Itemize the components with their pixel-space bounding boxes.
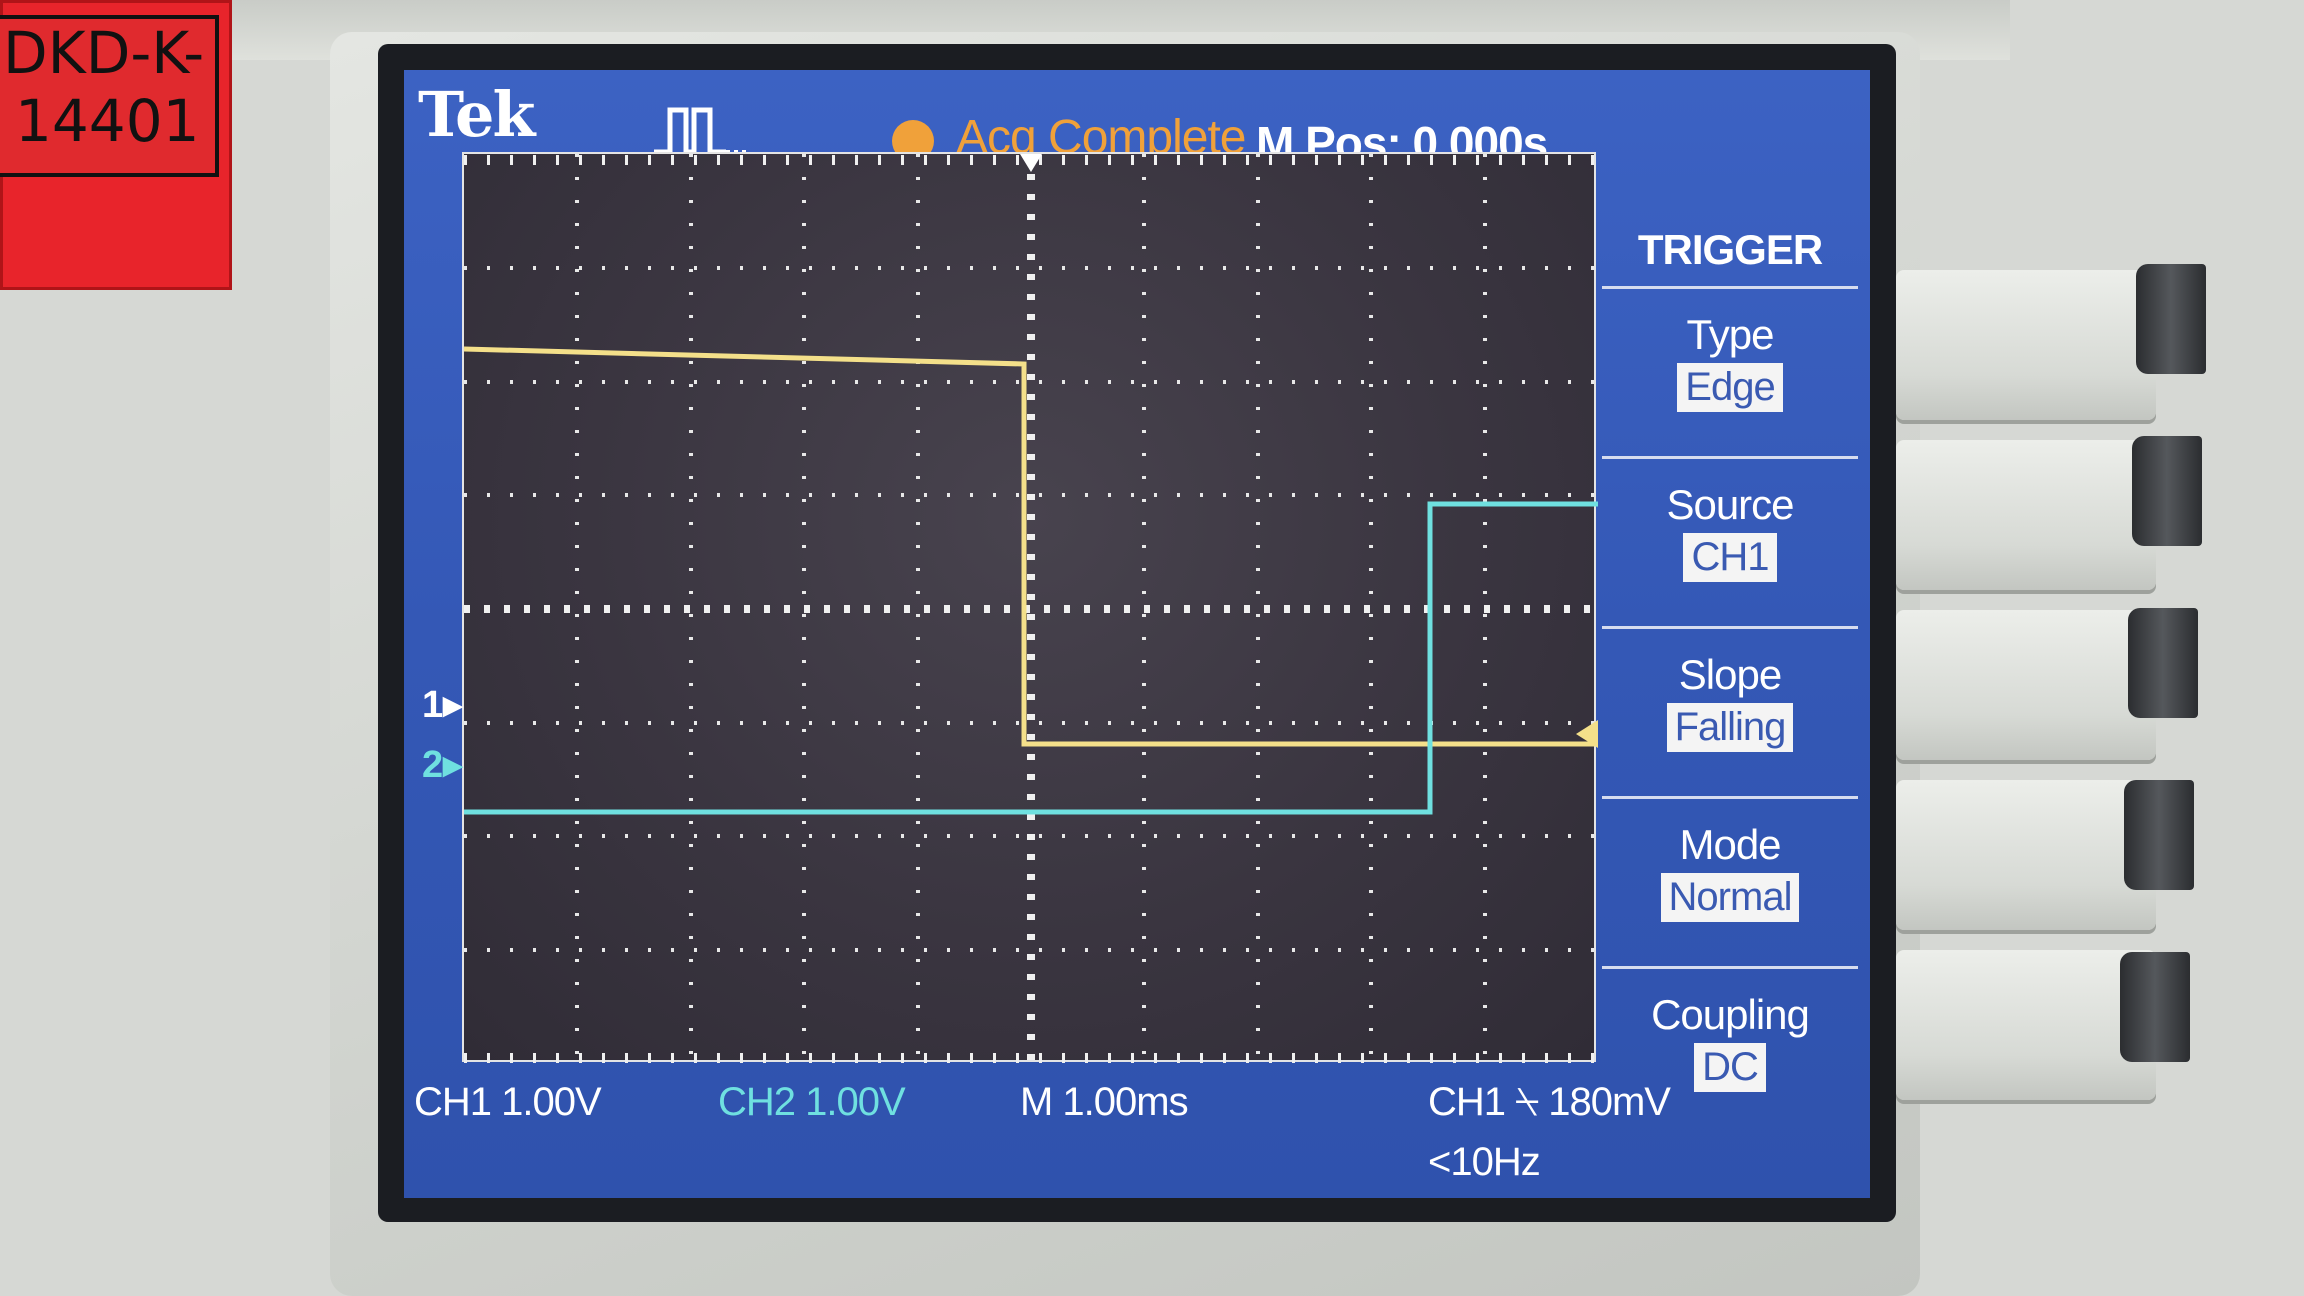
softkey-mode[interactable] xyxy=(1896,780,2156,930)
ch1-ground-marker: 1▸ xyxy=(422,684,463,726)
waveform-graticule xyxy=(462,152,1598,1064)
readout-bar: CH1 1.00V CH2 1.00V M 1.00ms CH1 ⍀ 180mV… xyxy=(404,1070,1870,1198)
softkey-source[interactable] xyxy=(1896,440,2156,590)
softkey-column xyxy=(1896,240,2206,1200)
softkey-slope[interactable] xyxy=(1896,610,2156,760)
trigger-coupling-option[interactable]: Coupling DC xyxy=(1602,966,1858,1136)
trigger-level-marker xyxy=(1576,720,1598,748)
pulse-acquire-icon xyxy=(654,107,748,155)
trigger-source-label: Source xyxy=(1666,481,1794,528)
sticker-line-2: 14401 xyxy=(15,87,200,155)
trigger-menu: TRIGGER Type Edge Source CH1 Slope Falli… xyxy=(1602,150,1858,1150)
frequency-readout: <10Hz xyxy=(1428,1140,1541,1184)
trigger-type-option[interactable]: Type Edge xyxy=(1602,286,1858,456)
ch2-scale-readout: CH2 1.00V xyxy=(718,1080,906,1124)
calibration-sticker: DKD-K- 14401 xyxy=(0,0,232,290)
timebase-readout: M 1.00ms xyxy=(1020,1080,1189,1124)
trigger-slope-option[interactable]: Slope Falling xyxy=(1602,626,1858,796)
ch1-waveform xyxy=(464,346,1598,747)
trigger-source-value: CH1 xyxy=(1683,533,1777,582)
trigger-coupling-value: DC xyxy=(1694,1043,1766,1092)
trigger-type-value: Edge xyxy=(1677,363,1783,412)
trigger-type-label: Type xyxy=(1686,311,1774,358)
menu-button-1[interactable] xyxy=(2136,264,2206,374)
trigger-readout: CH1 ⍀ 180mV xyxy=(1428,1080,1671,1124)
menu-button-5[interactable] xyxy=(2120,952,2190,1062)
trigger-mode-value: Normal xyxy=(1660,873,1800,922)
oscilloscope-screen: Tek Acq Complete M Pos: 0.000s xyxy=(404,70,1870,1198)
softkey-coupling[interactable] xyxy=(1896,950,2156,1100)
softkey-type[interactable] xyxy=(1896,270,2156,420)
brand-logo: Tek xyxy=(418,78,535,151)
trigger-slope-value: Falling xyxy=(1666,703,1794,752)
graticule-grid xyxy=(464,154,1598,1064)
ch2-ground-marker: 2▸ xyxy=(422,744,463,786)
trigger-mode-label: Mode xyxy=(1679,821,1781,868)
menu-button-4[interactable] xyxy=(2124,780,2194,890)
trigger-mode-option[interactable]: Mode Normal xyxy=(1602,796,1858,966)
trigger-menu-title: TRIGGER xyxy=(1637,226,1823,273)
trigger-source-option[interactable]: Source CH1 xyxy=(1602,456,1858,626)
menu-button-3[interactable] xyxy=(2128,608,2198,718)
trigger-coupling-label: Coupling xyxy=(1651,991,1810,1038)
menu-button-2[interactable] xyxy=(2132,436,2202,546)
trigger-slope-label: Slope xyxy=(1678,651,1782,698)
ch1-scale-readout: CH1 1.00V xyxy=(414,1080,602,1124)
sticker-line-1: DKD-K- xyxy=(3,19,205,87)
ch2-waveform xyxy=(464,501,1598,815)
sticker-label: DKD-K- 14401 xyxy=(0,15,219,177)
